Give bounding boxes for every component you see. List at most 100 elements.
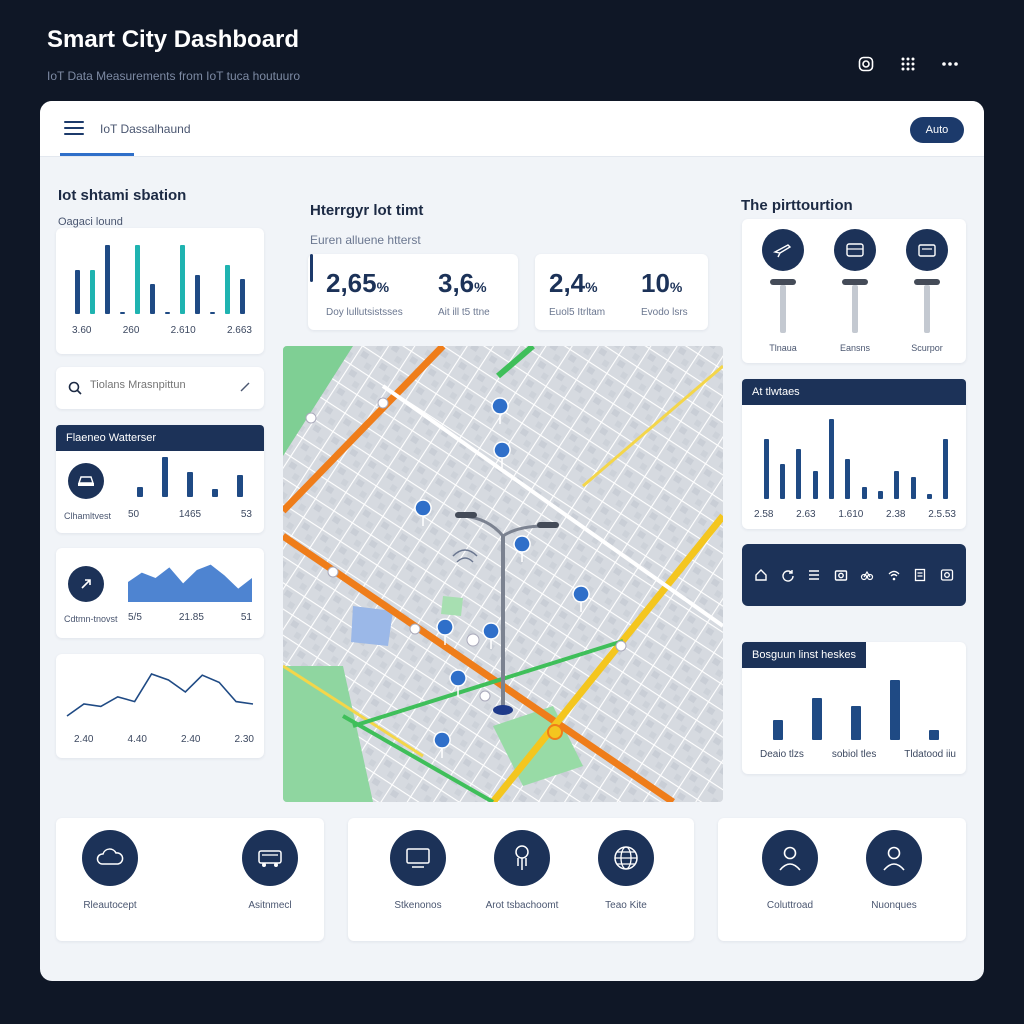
area-panel-values: 5/5 21.85 51	[128, 612, 252, 623]
plane-icon	[762, 229, 804, 271]
chart-bar	[861, 487, 867, 499]
image-icon[interactable]	[940, 568, 954, 582]
tick-label: 2.40	[181, 734, 201, 745]
stat-accent	[310, 254, 313, 282]
chart-bar	[90, 269, 95, 314]
bottom-label: Rleautocept	[83, 900, 137, 911]
tick-label: 3.60	[72, 325, 92, 336]
value-label: 53	[240, 509, 252, 520]
search-icon	[68, 381, 82, 395]
chart-bar	[180, 244, 185, 314]
value-label: 5/5	[128, 612, 142, 623]
stat-item: 2,4% Euol5 Itrltam	[549, 268, 605, 318]
park-area	[441, 596, 463, 616]
chart-bar	[195, 274, 200, 314]
tick-label: 2.5.53	[928, 509, 956, 520]
monitor-icon[interactable]	[390, 830, 446, 886]
grid-icon[interactable]	[898, 54, 918, 74]
bottom-label: Asitnmecl	[248, 900, 292, 911]
wifi-icon[interactable]	[887, 568, 901, 582]
right-section-title: The pirttourtion	[741, 197, 853, 214]
device-item[interactable]: Tlnaua	[762, 219, 804, 363]
map-pin-icon[interactable]	[572, 585, 590, 613]
camera-icon[interactable]	[856, 54, 876, 74]
chart-bar	[845, 459, 851, 499]
chart-bar	[211, 489, 218, 497]
list-icon[interactable]	[807, 568, 821, 582]
left-bar-chart-caption: Oagaci lound	[58, 216, 123, 228]
truck-icon	[906, 229, 948, 271]
header-action-button[interactable]: Auto	[910, 117, 964, 143]
category-label: sobiol tles	[831, 749, 877, 760]
chart-bar	[812, 471, 818, 499]
left-section-title: Iot shtami sbation	[58, 187, 187, 204]
stat-label: Doy lullutsistsses	[326, 307, 403, 318]
park-area	[283, 346, 353, 456]
camera-icon[interactable]	[834, 568, 848, 582]
chart-bar	[105, 244, 110, 314]
tick-label: 2.40	[74, 734, 94, 745]
flow-panel: Flaeneo Watterser Clhamltvest 50 1465 53	[56, 425, 264, 533]
road-green	[352, 639, 624, 728]
chart-bar	[811, 698, 822, 740]
map-pin-icon[interactable]	[491, 397, 509, 425]
tick-label: 4.40	[127, 734, 147, 745]
bottom-label: Stkenonos	[394, 900, 442, 911]
user-icon[interactable]	[866, 830, 922, 886]
document-icon[interactable]	[913, 568, 927, 582]
chart-bar	[150, 284, 155, 314]
device-pole	[852, 285, 858, 333]
stat-unit: %	[376, 279, 390, 295]
chart-bar	[75, 269, 80, 314]
map-pin-icon[interactable]	[493, 441, 511, 469]
map-pin-icon[interactable]	[414, 499, 432, 527]
menu-icon[interactable]	[64, 121, 84, 135]
search-input[interactable]	[90, 379, 230, 391]
chart-bar	[851, 706, 861, 740]
globe-icon[interactable]	[598, 830, 654, 886]
left-bar-chart	[70, 240, 250, 314]
bottom-group-2: Stkenonos Arot tsbachoomt Teao Kite	[348, 818, 694, 941]
map-pin-icon[interactable]	[513, 535, 531, 563]
line-chart	[66, 673, 254, 717]
expand-icon[interactable]	[240, 382, 250, 392]
device-card: Tlnaua Eansns Scurpor	[742, 219, 966, 363]
home-icon[interactable]	[754, 568, 768, 582]
search-box[interactable]	[56, 367, 264, 409]
right-chart-b	[758, 678, 954, 740]
line-chart-card: 2.40 4.40 2.40 2.30	[56, 654, 264, 758]
stat-unit: %	[585, 279, 598, 295]
tick-label: 2.610	[170, 325, 196, 336]
bottom-group-3: Coluttroad Nuonques	[718, 818, 966, 941]
map-pin-icon[interactable]	[449, 669, 467, 697]
lamp-icon[interactable]	[494, 830, 550, 886]
cloud-icon[interactable]	[82, 830, 138, 886]
more-icon[interactable]	[940, 54, 960, 74]
stat-item: 2,65% Doy lullutsistsses	[326, 268, 403, 318]
bike-icon[interactable]	[860, 568, 874, 582]
bus-icon	[834, 229, 876, 271]
device-item[interactable]: Scurpor	[906, 219, 948, 363]
device-item[interactable]: Eansns	[834, 219, 876, 363]
tick-label: 1.610	[838, 509, 864, 520]
road-green	[342, 714, 494, 802]
chart-bar	[162, 457, 169, 497]
map-pin-icon[interactable]	[436, 618, 454, 646]
line-series	[66, 673, 254, 717]
stat-card-group-2: 2,4% Euol5 Itrltam 10% Evodo lsrs	[535, 254, 708, 330]
user-icon[interactable]	[762, 830, 818, 886]
refresh-icon[interactable]	[781, 568, 795, 582]
device-list: Tlnaua Eansns Scurpor	[742, 219, 966, 363]
chart-bar	[927, 494, 932, 499]
right-chart-b-labels: Deaio tlzs sobiol tles Tldatood iiu	[760, 749, 956, 760]
stat-unit: %	[669, 279, 683, 295]
city-map[interactable]	[283, 346, 723, 802]
map-pin-icon[interactable]	[433, 731, 451, 759]
bottom-label: Arot tsbachoomt	[485, 900, 559, 911]
street-lamp-icon[interactable]	[452, 512, 559, 715]
device-pole	[842, 279, 868, 285]
car-icon[interactable]	[242, 830, 298, 886]
value-label: 21.85	[178, 612, 204, 623]
chart-bar	[878, 491, 883, 499]
map-pin-icon[interactable]	[482, 622, 500, 650]
